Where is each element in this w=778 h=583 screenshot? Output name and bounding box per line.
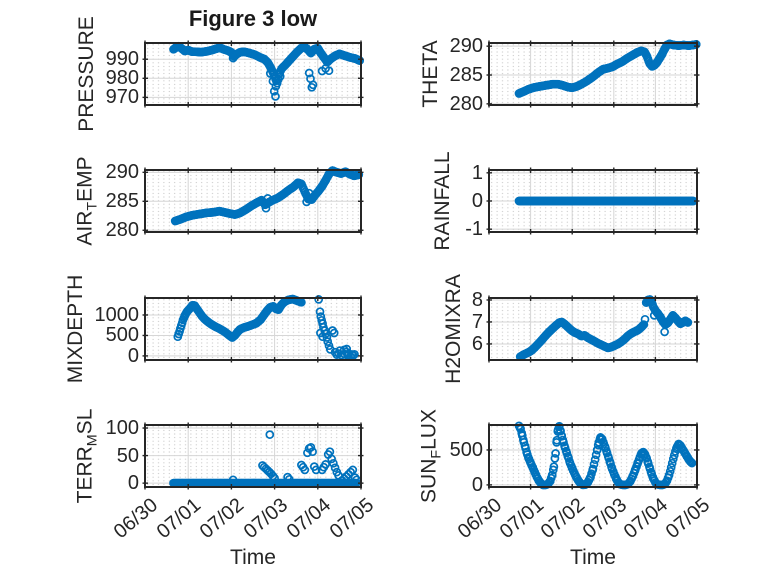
axes-box [488,297,698,361]
x-tick-label-right: 07/02 [536,494,590,544]
subplot-mixdepth [142,294,364,363]
x-tick-label-right: 07/05 [661,494,715,544]
y-tick-label-sun-flux: 500 [449,438,483,461]
data-markers-rainfall [514,196,698,206]
tick-marks [142,40,364,108]
y-tick-label-rainfall: -1 [465,218,483,241]
y-tick-label-terr-msl: 50 [116,444,139,467]
y-tick-label-terr-msl: 0 [127,472,139,495]
y-tick-label-h2omixra: 7 [471,310,483,333]
y-tick-label-h2omixra: 6 [471,332,483,355]
y-tick-label-rainfall: 1 [471,161,483,184]
y-axis-label-terr-msl: TERRMSL [73,408,101,504]
y-axis-label-h2omixra: H2OMIXRA [441,274,465,384]
subplot-air-temp [142,166,364,235]
axes-box [144,297,362,361]
tick-marks [142,167,364,235]
subplot-pressure [142,40,365,108]
axes-box [488,42,698,106]
y-tick-label-theta: 280 [449,92,483,115]
x-tick-label-right: 07/04 [620,494,673,544]
y-axis-label-air-temp: AIRTEMP [73,156,101,246]
y-axis-label-pressure: PRESSURE [75,16,99,132]
x-axis-label-right: Time [570,546,616,569]
y-tick-label-pressure: 990 [105,48,139,71]
x-tick-label-left: 07/04 [282,494,335,544]
x-tick-label-right: 07/03 [578,494,631,544]
subplot-terr-msl [142,422,364,490]
y-tick-label-h2omixra: 8 [471,288,483,311]
axes-box [144,42,362,106]
y-tick-label-air-temp: 285 [105,190,139,213]
data-markers-air-temp [170,166,364,226]
y-tick-label-pressure: 980 [105,67,139,90]
x-tick-label-right: 07/01 [495,494,548,544]
x-tick-label-left: 07/05 [325,494,379,544]
x-axis-label-left: Time [230,546,276,569]
figure-title: Figure 3 low [188,6,318,31]
data-markers-h2omixra [515,295,693,362]
y-axis-label-mixdepth: MIXDEPTH [64,274,88,384]
subplot-theta [486,39,701,108]
y-tick-label-theta: 285 [449,64,483,86]
tick-marks [142,295,364,363]
subplot-sun-flux [486,421,700,490]
data-markers-mixdepth [173,294,359,362]
x-tick-label-left: 07/02 [196,494,249,544]
x-tick-label-left: 06/30 [109,494,163,544]
tick-marks [486,167,700,235]
data-markers-pressure [169,41,365,101]
x-tick-label-left: 07/03 [239,494,292,544]
axes-box [488,424,698,488]
y-tick-label-mixdepth: 500 [105,324,139,347]
y-axis-label-sun-flux: SUNFLUX [417,409,445,503]
subplot-h2omixra [486,295,700,363]
x-tick-label-right: 06/30 [453,494,507,544]
tick-marks [486,422,700,490]
y-tick-label-mixdepth: 0 [127,344,139,367]
y-tick-label-sun-flux: 0 [471,473,483,496]
y-axis-label-rainfall: RAINFALL [430,151,454,251]
y-tick-label-mixdepth: 1000 [94,303,140,326]
y-tick-label-air-temp: 290 [105,161,139,184]
y-tick-label-pressure: 970 [105,86,139,109]
y-axis-label-theta: THETA [419,40,443,108]
data-markers-sun-flux [514,421,697,490]
x-tick-label-left: 07/01 [152,494,206,544]
y-tick-label-air-temp: 280 [105,219,139,242]
tick-marks [142,422,364,490]
subplot-rainfall [486,167,700,235]
tick-marks [486,40,700,108]
y-tick-label-rainfall: 0 [471,190,483,212]
tick-marks [486,295,700,363]
y-tick-label-theta: 290 [449,35,483,58]
y-tick-label-terr-msl: 100 [105,417,139,440]
data-markers-theta [514,39,701,98]
